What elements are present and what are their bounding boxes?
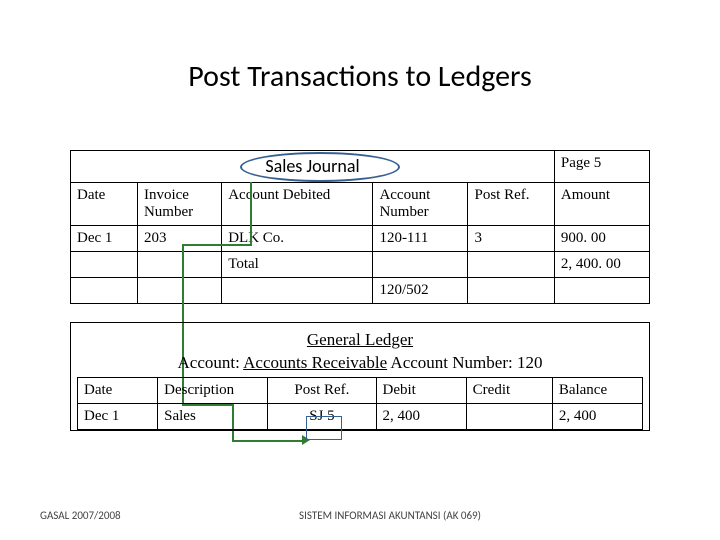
sales-journal-heading: Sales Journal [71,151,555,183]
split-ref: 120/502 [373,278,468,304]
table-row: Dec 1 Sales SJ 5 2, 400 2, 400 [78,403,643,429]
gl-acct-label: Account: [178,353,244,372]
highlight-box [306,416,342,440]
cell-date: Dec 1 [71,226,138,252]
general-ledger-section: General Ledger Account: Accounts Receiva… [70,322,650,431]
gl-col-date: Date [78,377,158,403]
gl-debit: 2, 400 [376,403,466,429]
gl-acct-name: Accounts Receivable [243,353,387,372]
total-amount: 2, 400. 00 [554,252,649,278]
gl-col-debit: Debit [376,377,466,403]
col-amount: Amount [554,183,649,226]
general-ledger-table: Date Description Post Ref. Debit Credit … [77,377,643,430]
gl-desc: Sales [158,403,268,429]
gl-acct-num-label: Account Number: [387,353,517,372]
total-label: Total [222,252,373,278]
sales-journal-table: Sales Journal Page 5 Date Invoice Number… [70,150,650,304]
gl-col-desc: Description [158,377,268,403]
gl-acct-num: 120 [517,353,543,372]
table-row: Dec 1 203 DLK Co. 120-111 3 900. 00 [71,226,650,252]
col-date: Date [71,183,138,226]
gl-col-postref: Post Ref. [268,377,376,403]
col-invoice: Invoice Number [137,183,221,226]
cell-acct-debited: DLK Co. [222,226,373,252]
gl-balance: 2, 400 [552,403,642,429]
col-acct-number: Account Number [373,183,468,226]
gl-date: Dec 1 [78,403,158,429]
slide-title: Post Transactions to Ledgers [0,58,720,95]
gl-heading-line1: General Ledger [307,330,413,349]
gl-credit [466,403,552,429]
col-post-ref: Post Ref. [468,183,554,226]
table-row-split: 120/502 [71,278,650,304]
cell-post-ref: 3 [468,226,554,252]
cell-amount: 900. 00 [554,226,649,252]
gl-col-credit: Credit [466,377,552,403]
page-label: Page 5 [554,151,649,183]
gl-heading: General Ledger Account: Accounts Receiva… [77,329,643,375]
gl-col-balance: Balance [552,377,642,403]
footer-center: SISTEM INFORMASI AKUNTANSI (AK 069) [0,509,720,522]
cell-acct-number: 120-111 [373,226,468,252]
cell-invoice: 203 [137,226,221,252]
col-acct-debited: Account Debited [222,183,373,226]
table-row-total: Total 2, 400. 00 [71,252,650,278]
